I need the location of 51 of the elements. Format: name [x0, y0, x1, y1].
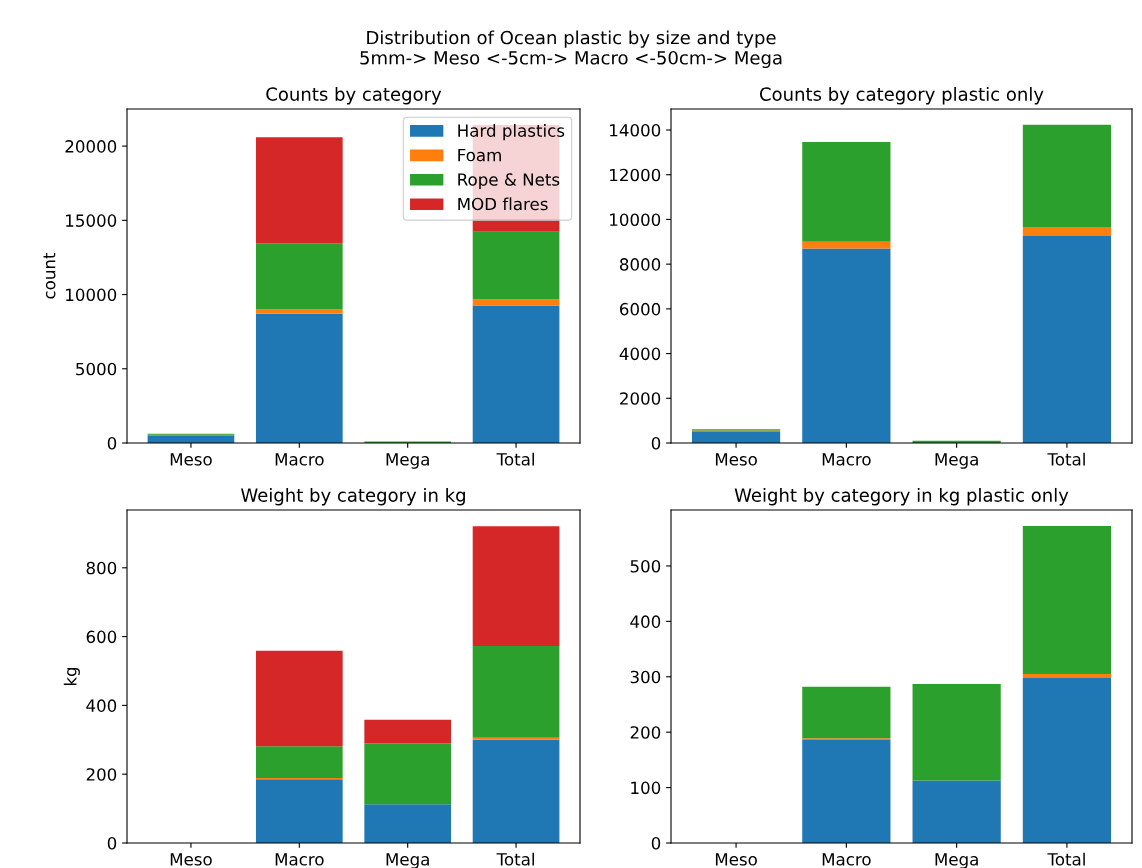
x-tick-label: Meso [715, 853, 757, 866]
x-tick-label: Total [1047, 452, 1085, 466]
legend-label: Rope & Nets [458, 173, 560, 190]
y-tick-label: 15000 [66, 214, 117, 227]
y-tick-label: 10000 [66, 288, 117, 302]
y-tick-label: 300 [630, 670, 661, 684]
y-axis-title: kg [63, 667, 80, 686]
x-tick-label: Meso [170, 453, 212, 466]
x-tick-label: Macro [275, 853, 324, 866]
y-tick-label: 2000 [620, 392, 661, 405]
x-tick-label: Macro [822, 853, 871, 866]
legend-label: MOD flares [458, 197, 548, 211]
y-tick-label: 0 [651, 436, 661, 450]
x-tick-label: Macro [275, 453, 324, 466]
y-tick-label: 800 [86, 561, 117, 575]
y-tick-label: 20000 [65, 140, 117, 153]
y-tick-label: 5000 [76, 362, 117, 376]
chart-title: Weight by category in kg [241, 487, 465, 506]
legend-label: Foam [458, 148, 501, 162]
y-tick-label: 400 [630, 615, 661, 628]
x-tick-label: Meso [170, 853, 212, 866]
y-tick-label: 600 [86, 630, 117, 644]
x-tick-label: Macro [822, 453, 871, 466]
y-tick-label: 200 [630, 726, 661, 739]
text: Distribution of Ocean plastic by size and type 5mm-> Meso <-5cm-> Macro <-50cm-> Mega [360, 30, 782, 69]
y-tick-label: 6000 [620, 302, 661, 316]
y-tick-label: 0 [107, 436, 117, 450]
y-tick-label: 12000 [610, 168, 661, 182]
y-tick-label: 0 [651, 836, 661, 850]
chart-title: Counts by category plastic only [759, 86, 1044, 105]
y-tick-label: 4000 [619, 347, 661, 361]
y-tick-label: 10000 [610, 213, 661, 227]
chart-title: Weight by category in kg plastic only [734, 487, 1069, 506]
x-tick-label: Meso [715, 453, 757, 466]
x-tick-label: Total [1047, 852, 1085, 866]
y-tick-label: 500 [630, 559, 661, 573]
x-tick-label: Total [496, 852, 534, 866]
y-tick-label: 0 [107, 836, 117, 850]
legend-label: Hard plastics [458, 124, 565, 141]
y-tick-label: 14000 [610, 123, 661, 137]
y-tick-label: 200 [86, 768, 117, 781]
x-tick-label: Mega [386, 853, 429, 868]
x-tick-label: Total [496, 452, 534, 466]
y-tick-label: 100 [631, 781, 661, 795]
x-tick-label: Mega [935, 853, 978, 868]
y-axis-title: count [43, 252, 56, 299]
x-tick-label: Mega [386, 453, 429, 469]
y-tick-label: 400 [86, 699, 117, 712]
chart-title: Counts by category [266, 86, 442, 105]
y-tick-label: 8000 [619, 258, 661, 271]
x-tick-label: Mega [935, 453, 978, 469]
